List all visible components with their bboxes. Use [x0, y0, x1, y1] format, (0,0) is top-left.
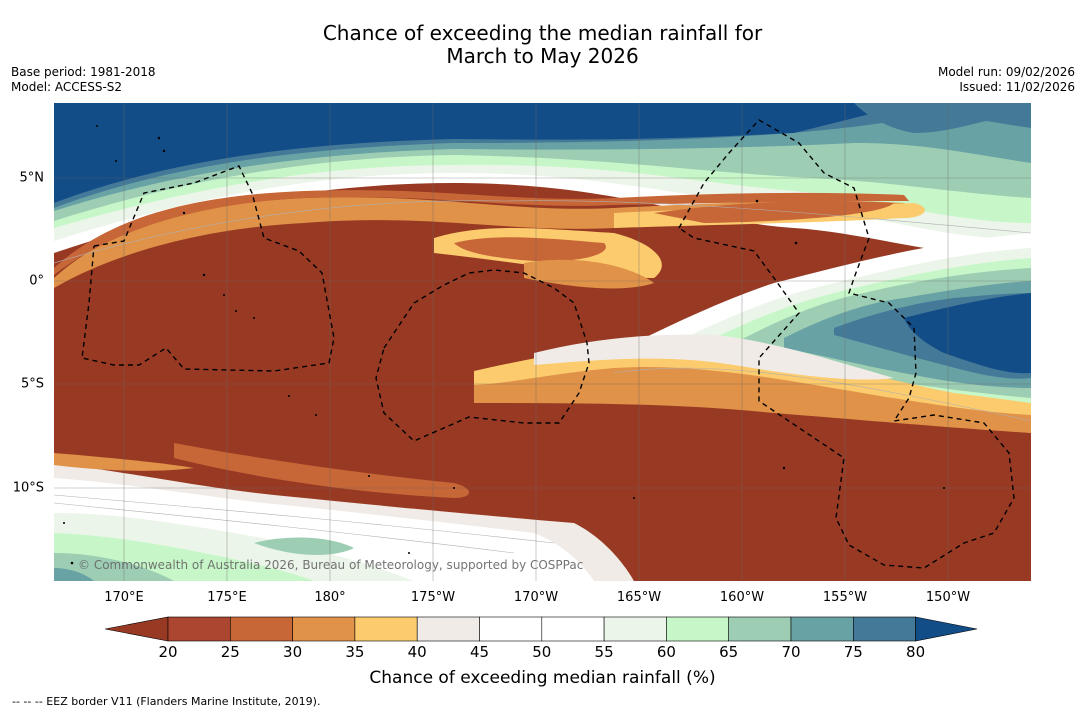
model-name: Model: ACCESS-S2	[11, 80, 123, 94]
colorbar-cell-c45_50	[479, 616, 543, 642]
lon-label-155w: 155°W	[822, 590, 868, 605]
lat-label-5n: 5°N	[19, 170, 45, 186]
copyright-notice: © Commonwealth of Australia 2026, Bureau…	[78, 558, 584, 572]
lon-label-150w: 150°W	[925, 590, 971, 605]
lon-label-170w: 170°W	[513, 590, 559, 605]
lon-label-165w: 165°W	[616, 590, 662, 605]
lat-label-10s: 10°S	[12, 480, 44, 496]
colorbar-tick-20: 20	[158, 643, 178, 661]
colorbar-cell-c55_60	[603, 616, 667, 642]
colorbar-tick-75: 75	[843, 643, 863, 661]
model-run: Model run: 09/02/2026	[937, 65, 1075, 79]
lat-label-0: 0°	[29, 273, 44, 289]
colorbar-cell-c35_40	[354, 616, 418, 642]
map-title-line2: March to May 2026	[446, 44, 639, 68]
colorbar-cell-c75_80	[852, 616, 916, 642]
colorbar	[105, 616, 978, 642]
lat-label-5s: 5°S	[20, 376, 44, 392]
colorbar-tick-55: 55	[594, 643, 614, 661]
colorbar-tick-80: 80	[906, 643, 926, 661]
lon-label-160w: 160°W	[719, 590, 765, 605]
colorbar-tick-40: 40	[407, 643, 427, 661]
colorbar-tick-65: 65	[719, 643, 739, 661]
colorbar-cell-c65_70	[728, 616, 792, 642]
eez-legend: -- -- -- EEZ border V11 (Flanders Marine…	[12, 695, 321, 708]
colorbar-cell-c50_55	[541, 616, 605, 642]
colorbar-over-arrow	[915, 616, 978, 642]
lon-label-180: 180°	[314, 590, 346, 605]
colorbar-cell-c30_35	[292, 616, 356, 642]
base-period: Base period: 1981-2018	[11, 65, 156, 79]
colorbar-cell-c25_30	[230, 616, 293, 642]
colorbar-tick-30: 30	[283, 643, 303, 661]
lon-label-170e: 170°E	[104, 590, 144, 605]
colorbar-tick-70: 70	[781, 643, 801, 661]
colorbar-cell-c20_25	[167, 616, 231, 642]
map-title-line1: Chance of exceeding the median rainfall …	[322, 21, 763, 45]
colorbar-cell-c60_65	[666, 616, 730, 642]
lon-label-175w: 175°W	[410, 590, 456, 605]
colorbar-tick-60: 60	[656, 643, 676, 661]
colorbar-tick-45: 45	[469, 643, 490, 661]
eez-borders	[81, 119, 1015, 569]
issued-date: Issued: 11/02/2026	[959, 80, 1075, 94]
lon-label-175e: 175°E	[207, 590, 247, 605]
rainfall-map	[54, 103, 1031, 581]
colorbar-label: Chance of exceeding median rainfall (%)	[369, 668, 716, 688]
colorbar-cell-c40_45	[416, 616, 480, 642]
colorbar-tick-35: 35	[345, 643, 365, 661]
colorbar-cell-c70_75	[790, 616, 854, 642]
colorbar-tick-25: 25	[220, 643, 240, 661]
colorbar-tick-50: 50	[532, 643, 552, 661]
colorbar-under-arrow	[105, 616, 169, 642]
